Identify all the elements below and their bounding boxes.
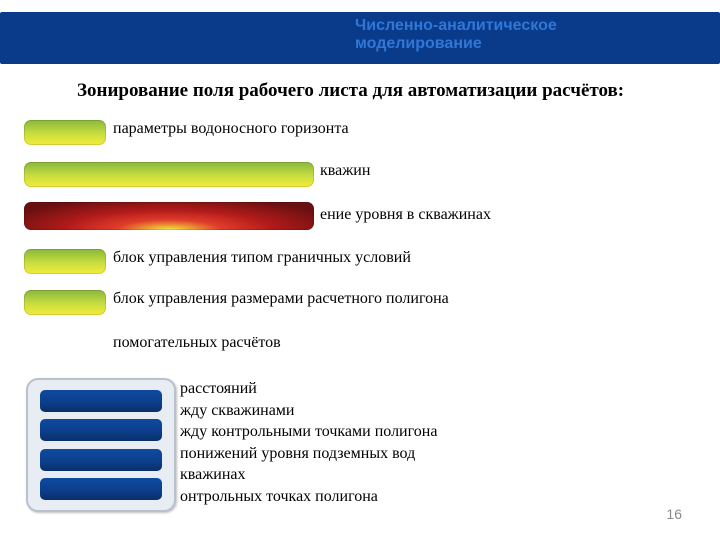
aux-lines-item: расстояний [180, 378, 437, 400]
header-line1: Численно-аналитическое [355, 17, 557, 34]
swatch-green-3 [24, 290, 106, 315]
header-line2: моделирование [355, 35, 482, 52]
aux-line-top: помогательных расчётов [113, 332, 281, 354]
matrix-bar-4 [40, 478, 162, 500]
page-title: Зонирование поля рабочего листа для авто… [77, 80, 624, 102]
header-subtitle: Численно-аналитическое моделирование [355, 17, 655, 54]
legend-label-4: блок управления типом граничных условий [113, 249, 411, 267]
matrix-bar-3 [40, 449, 162, 471]
aux-lines-item: понижений уровня подземных вод [180, 443, 437, 465]
legend-row [24, 118, 120, 146]
swatch-green-long [24, 162, 314, 187]
swatch-green-1 [24, 120, 106, 145]
legend-row [24, 247, 120, 275]
matrices-box [26, 378, 176, 512]
swatch-red-radial [24, 202, 314, 230]
page-number: 16 [666, 506, 682, 522]
aux-lines-block: расстояний жду скважинами жду контрольны… [180, 378, 437, 508]
legend-label-1: параметры водоносного горизонта [113, 120, 349, 138]
aux-lines-item: кважинах [180, 464, 437, 486]
aux-lines-item: онтрольных точках полигона [180, 486, 437, 508]
legend-label-2: кважин [320, 162, 370, 180]
legend-row [24, 160, 328, 188]
legend-label-3: ение уровня в скважинах [320, 206, 491, 224]
legend-row [24, 202, 328, 230]
legend-label-5: блок управления размерами расчетного пол… [113, 290, 449, 308]
aux-lines-item: жду контрольными точками полигона [180, 421, 437, 443]
swatch-green-2 [24, 249, 106, 274]
matrix-bar-1 [40, 390, 162, 412]
legend-row [24, 288, 120, 316]
aux-lines-item: жду скважинами [180, 400, 437, 422]
matrix-bar-2 [40, 419, 162, 441]
aux-line-1: помогательных расчётов [113, 334, 281, 351]
